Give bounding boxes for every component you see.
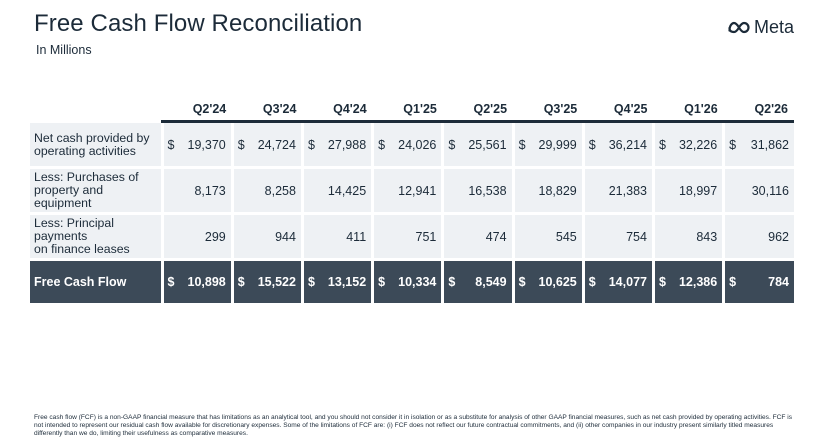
total-cell: $14,077 [581,259,654,303]
table-cell: $32,226 [651,120,724,169]
table-cell: 962 [722,213,794,261]
total-cell: $8,549 [441,259,514,303]
total-row: Free Cash Flow $10,898 $15,522 $13,152 $… [30,259,794,303]
table-cell: $29,999 [511,120,584,169]
footnote: Free cash flow (FCF) is a non-GAAP finan… [34,414,793,437]
meta-infinity-icon [728,21,750,34]
fcf-table: Q2'24 Q3'24 Q4'24 Q1'25 Q2'25 Q3'25 Q4'2… [30,98,794,303]
column-header: Q1'26 [653,98,724,123]
total-cell: $10,334 [371,259,443,303]
column-header: Q4'25 [583,98,654,123]
table-cell: $31,862 [722,120,794,169]
column-header: Q3'25 [513,98,584,123]
column-header: Q2'25 [442,98,514,123]
table-row: Less: Purchases of property and equipmen… [30,167,794,215]
header-blank [30,98,162,122]
column-header: Q2'24 [162,98,233,123]
table-cell: 8,173 [160,167,233,215]
column-header: Q3'24 [232,98,303,123]
row-label: Less: Principal payments on finance leas… [30,213,163,261]
table-cell: $24,026 [371,120,443,169]
total-cell: $12,386 [651,259,724,303]
table-cell: 16,538 [441,167,514,215]
table-cell: 751 [371,213,443,261]
total-cell: $10,625 [511,259,584,303]
table-cell: $19,370 [160,120,233,169]
table-row: Less: Principal payments on finance leas… [30,213,794,261]
page-subtitle: In Millions [36,43,92,57]
row-label: Less: Purchases of property and equipmen… [30,167,163,215]
column-header: Q1'25 [372,98,443,123]
table-cell: $25,561 [441,120,514,169]
table-cell: $36,214 [581,120,654,169]
total-label: Free Cash Flow [30,259,163,303]
total-cell: $15,522 [230,259,303,303]
total-cell: $784 [722,259,794,303]
table-cell: 754 [581,213,654,261]
table-cell: 14,425 [300,167,373,215]
total-cell: $10,898 [160,259,233,303]
table-cell: 30,116 [722,167,794,215]
row-label: Net cash provided by operating activitie… [30,120,163,169]
table-cell: 18,997 [651,167,724,215]
column-header: Q4'24 [302,98,373,123]
table-cell: 843 [651,213,724,261]
table-cell: 411 [300,213,373,261]
meta-logo: Meta [727,17,794,38]
table-header-row: Q2'24 Q3'24 Q4'24 Q1'25 Q2'25 Q3'25 Q4'2… [30,98,794,123]
table-cell: 545 [511,213,584,261]
table-cell: 299 [160,213,233,261]
table-cell: 12,941 [371,167,443,215]
page-title: Free Cash Flow Reconciliation [34,10,363,37]
total-cell: $13,152 [300,259,373,303]
logo-text: Meta [753,17,794,37]
table-cell: 474 [441,213,514,261]
column-header: Q2'26 [723,98,794,123]
table-cell: $27,988 [300,120,373,169]
table-cell: 8,258 [230,167,303,215]
table-cell: 21,383 [581,167,654,215]
table-row: Net cash provided by operating activitie… [30,120,794,169]
table-cell: 944 [230,213,303,261]
table-cell: $24,724 [230,120,303,169]
table-cell: 18,829 [511,167,584,215]
